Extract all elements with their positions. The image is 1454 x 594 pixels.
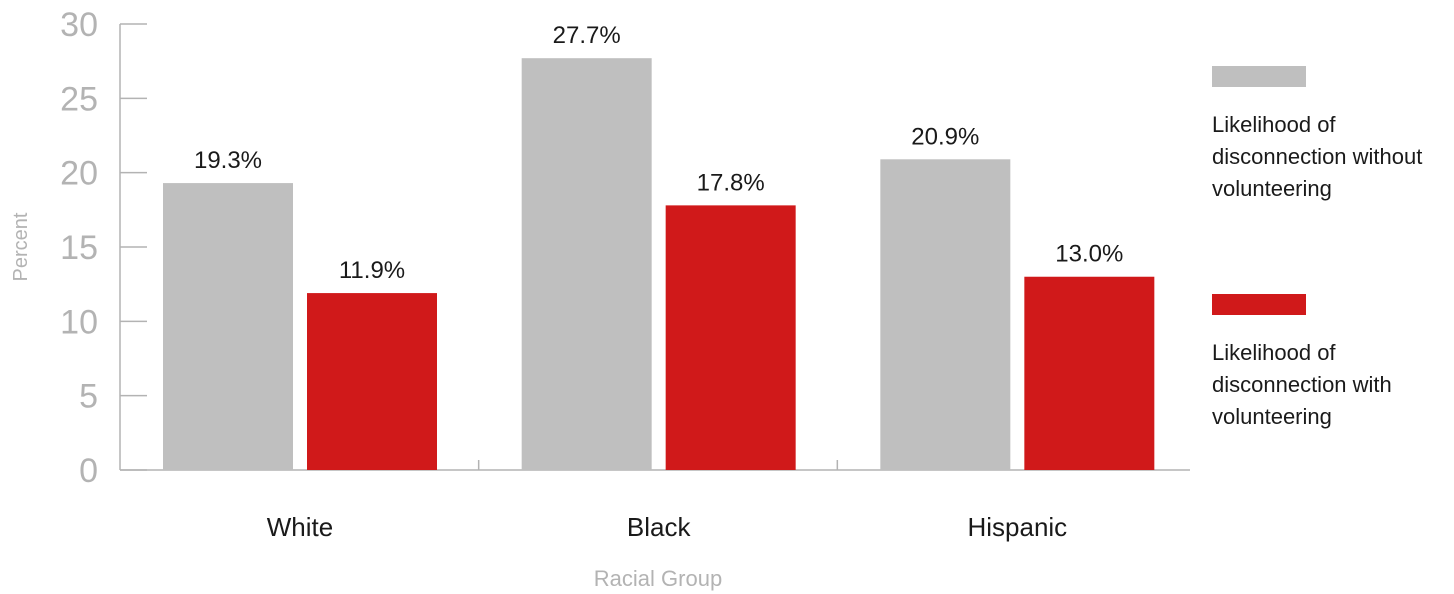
y-axis: 0 5 10 15 20 25 30 [60, 6, 147, 490]
legend-label: Likelihood of disconnection without volu… [1212, 112, 1423, 201]
x-category-label: White [267, 512, 333, 542]
x-axis-title: Racial Group [594, 566, 722, 591]
bars [163, 58, 1155, 471]
bar [163, 183, 293, 470]
y-tick-label: 5 [79, 378, 98, 416]
y-tick-label: 30 [60, 6, 98, 44]
legend-item-with-volunteering: Likelihood of disconnection with volunte… [1212, 294, 1452, 433]
bar-value-label: 20.9% [911, 123, 979, 150]
bar-value-label: 11.9% [339, 257, 405, 284]
y-tick-label: 20 [60, 155, 98, 193]
bar [665, 205, 796, 470]
bar [880, 159, 1011, 470]
x-axis: White Black Hispanic [120, 460, 1190, 542]
y-tick-label: 10 [60, 303, 98, 341]
bar [521, 58, 652, 471]
bar-value-label: 19.3% [194, 147, 262, 174]
y-tick-label: 0 [79, 452, 98, 490]
bar-value-label: 17.8% [697, 169, 765, 196]
bar [1024, 276, 1155, 470]
x-category-label: Black [627, 512, 692, 542]
y-tick-label: 15 [60, 229, 98, 267]
bar-labels: 19.3% 11.9% 27.7% 17.8% 20.9% 13.0% [194, 22, 1123, 284]
bar-chart: 0 5 10 15 20 25 30 White Black Hispanic 19.3% 11.… [10, 6, 1190, 591]
y-axis-title: Percent [10, 212, 32, 281]
legend-item-without-volunteering: Likelihood of disconnection without volu… [1212, 66, 1452, 205]
legend-label: Likelihood of disconnection with volunte… [1212, 340, 1392, 429]
legend-swatch-red [1212, 294, 1306, 315]
legend-swatch-gray [1212, 66, 1306, 87]
bar-value-label: 13.0% [1055, 241, 1123, 268]
bar [307, 293, 437, 470]
x-category-label: Hispanic [967, 512, 1067, 542]
bar-value-label: 27.7% [553, 22, 621, 49]
y-tick-label: 25 [60, 80, 98, 118]
